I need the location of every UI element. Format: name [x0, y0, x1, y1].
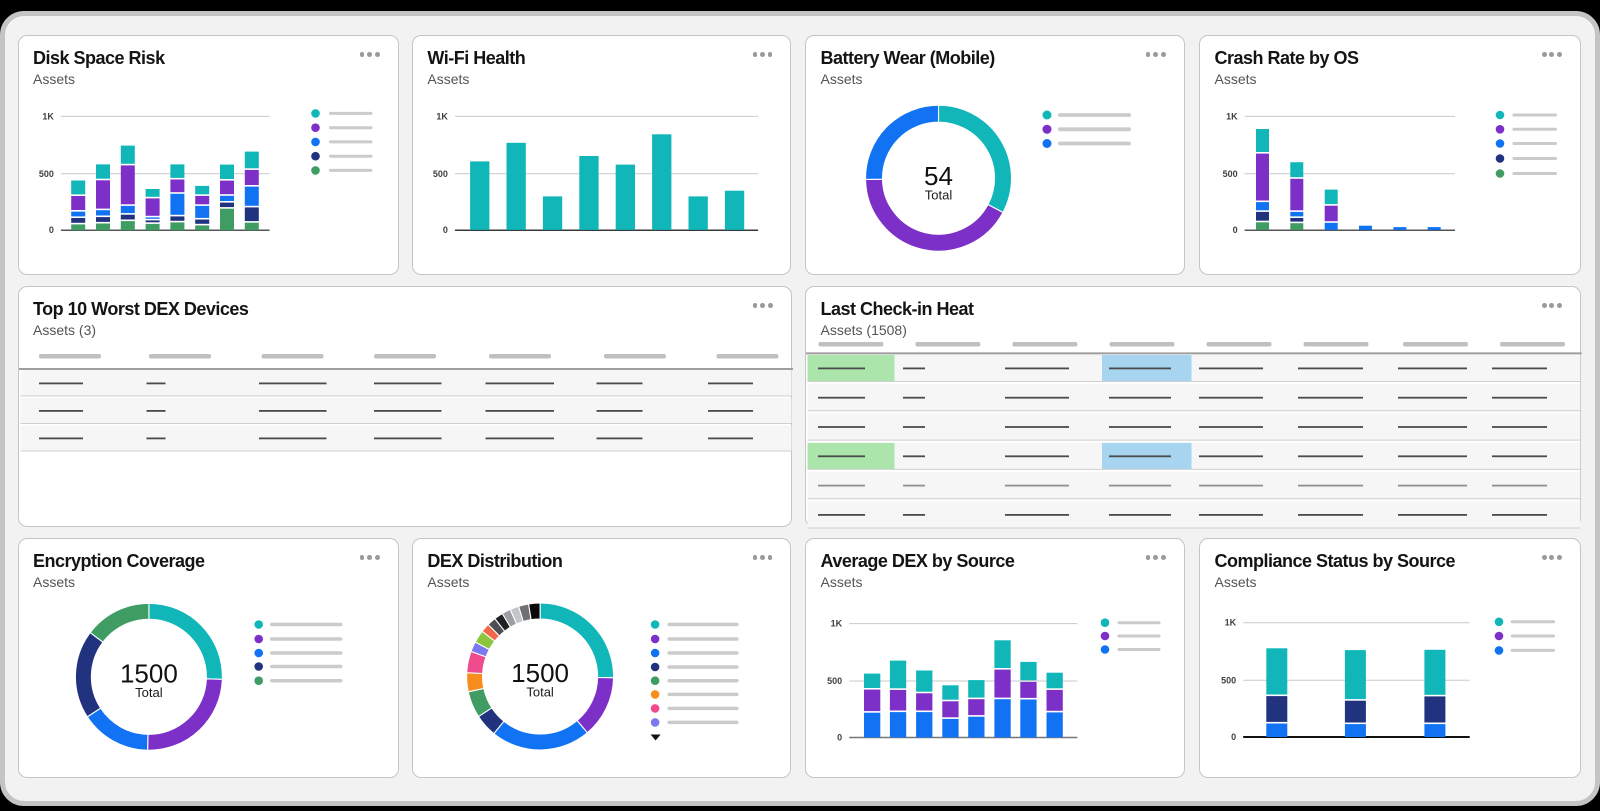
svg-text:Total: Total: [526, 685, 554, 700]
svg-text:1K: 1K: [42, 111, 54, 121]
svg-text:0: 0: [1231, 732, 1236, 742]
svg-text:500: 500: [433, 168, 448, 178]
svg-text:0: 0: [1233, 225, 1238, 235]
svg-text:1500: 1500: [119, 658, 177, 688]
svg-text:54: 54: [924, 161, 953, 191]
svg-text:1500: 1500: [511, 658, 569, 688]
svg-text:Total: Total: [135, 685, 163, 700]
svg-text:500: 500: [38, 168, 53, 178]
svg-text:0: 0: [48, 225, 53, 235]
svg-text:1K: 1K: [1226, 111, 1238, 121]
svg-text:500: 500: [827, 676, 842, 686]
svg-text:Total: Total: [925, 187, 953, 202]
svg-text:0: 0: [443, 225, 448, 235]
svg-text:500: 500: [1223, 168, 1238, 178]
svg-text:1K: 1K: [831, 619, 843, 629]
svg-text:500: 500: [1221, 675, 1236, 685]
svg-text:1K: 1K: [1225, 618, 1237, 628]
svg-text:1K: 1K: [436, 111, 448, 121]
svg-text:0: 0: [837, 733, 842, 743]
